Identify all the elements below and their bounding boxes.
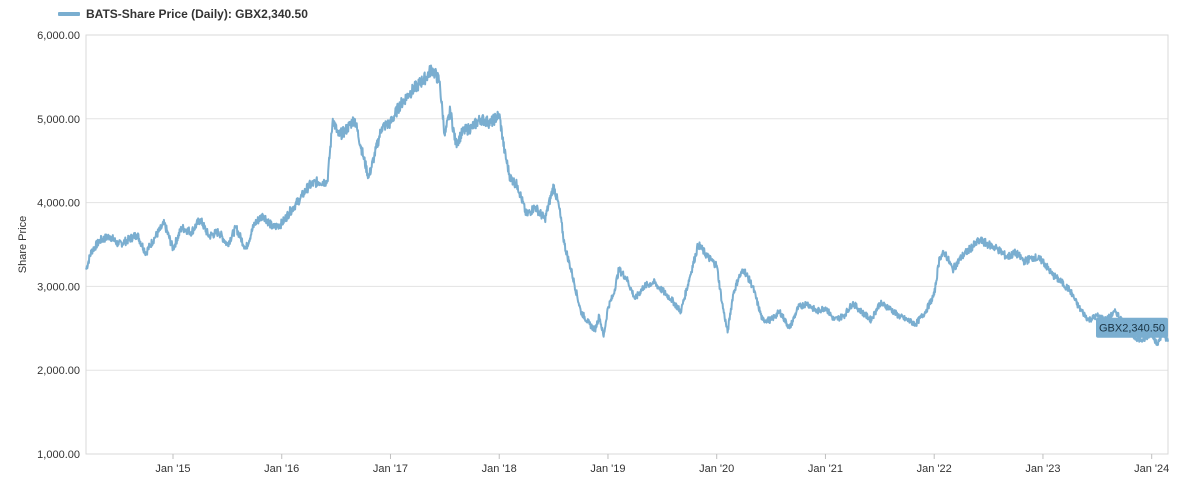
last-value-tag: GBX2,340.50	[1096, 317, 1168, 338]
x-tick-label: Jan '15	[155, 463, 190, 475]
y-axis-title: Share Price	[17, 216, 29, 273]
y-axis: 1,000.00 2,000.00 3,000.00 4,000.00 5,000.00…	[37, 30, 80, 461]
chart-legend[interactable]: BATS-Share Price (Daily): GBX2,340.50	[58, 5, 308, 23]
plot-area	[85, 34, 1169, 455]
legend-label: BATS-Share Price (Daily): GBX2,340.50	[86, 7, 308, 21]
y-tick-label: 3,000.00	[37, 281, 80, 293]
y-tick-label: 1,000.00	[37, 449, 80, 461]
last-value-box	[1096, 317, 1168, 338]
x-tick-label: Jan '18	[482, 463, 517, 475]
x-axis: Jan '15 Jan '16 Jan '17 Jan '18 Jan '19 Jan '…	[155, 454, 1169, 475]
y-tick-label: 4,000.00	[37, 198, 80, 210]
x-tick-label: Jan '17	[373, 463, 408, 475]
y-tick-label: 2,000.00	[37, 365, 80, 377]
legend-swatch	[58, 12, 80, 16]
x-tick-label: Jan '19	[590, 463, 625, 475]
x-tick-label: Jan '23	[1025, 463, 1060, 475]
x-tick-label: Jan '21	[808, 463, 843, 475]
x-tick-label: Jan '16	[264, 463, 299, 475]
x-tick-label: Jan '20	[699, 463, 734, 475]
last-value-label: GBX2,340.50	[1099, 323, 1165, 335]
x-tick-label: Jan '22	[917, 463, 952, 475]
x-tick-label: Jan '24	[1134, 463, 1169, 475]
series-line	[85, 64, 1169, 347]
y-tick-label: 5,000.00	[37, 114, 80, 126]
y-tick-label: 6,000.00	[37, 30, 80, 42]
